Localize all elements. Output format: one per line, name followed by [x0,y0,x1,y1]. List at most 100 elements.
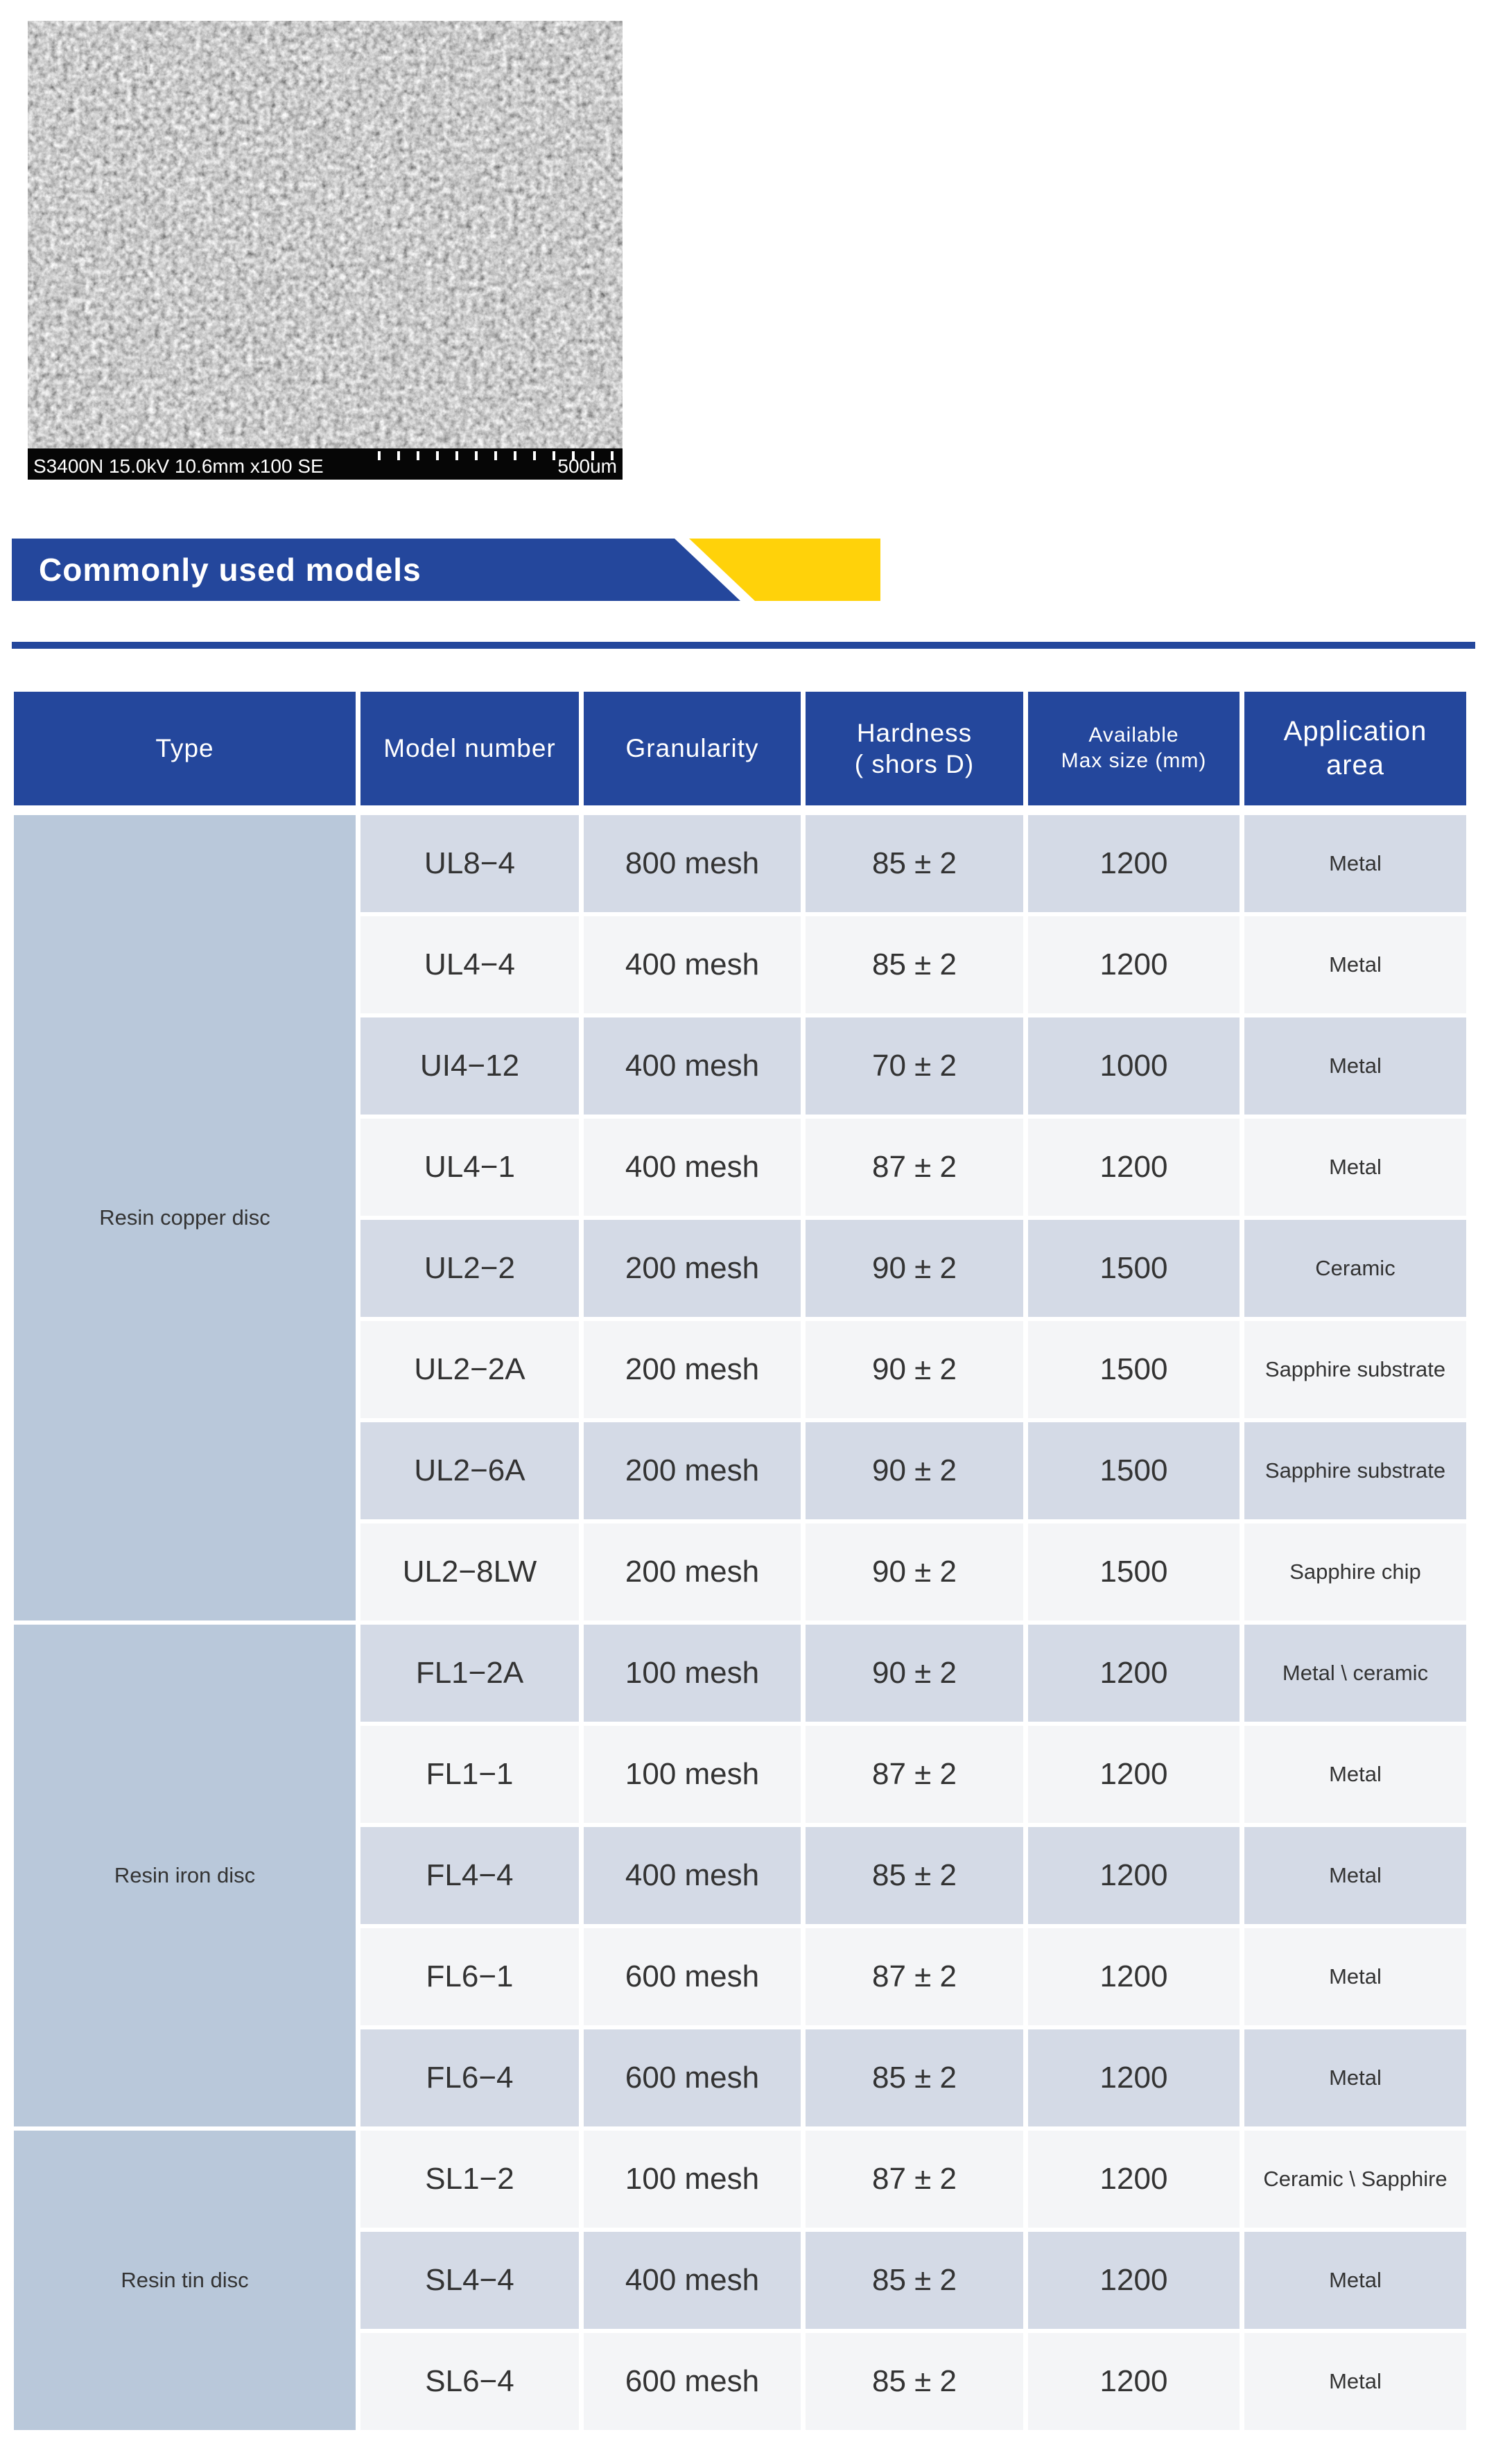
header-type-line1: Type [155,734,214,763]
cell-application: Sapphire substrate [1244,1321,1466,1418]
cell-hardness: 85 ± 2 [806,2333,1023,2430]
cell-application: Metal \ ceramic [1244,1625,1466,1722]
cell-hardness: 87 ± 2 [806,2131,1023,2228]
cell-granularity: 400 mesh [584,2232,801,2329]
cell-granularity: 100 mesh [584,1726,801,1823]
cell-application: Metal [1244,2232,1466,2329]
cell-hardness: 87 ± 2 [806,1119,1023,1216]
cell-model: UL2−8LW [360,1523,579,1620]
cell-hardness: 85 ± 2 [806,916,1023,1013]
header-available-line2: Max size (mm) [1061,749,1207,772]
cell-max-size: 1500 [1028,1321,1240,1418]
cell-granularity: 100 mesh [584,2131,801,2228]
sem-scale-ticks [378,451,614,460]
cell-max-size: 1500 [1028,1422,1240,1519]
section-banner [0,539,1487,601]
header-granularity: Granularity [584,692,801,805]
cell-max-size: 1200 [1028,916,1240,1013]
cell-application: Metal [1244,2333,1466,2430]
sem-info-bar [28,448,623,480]
cell-hardness: 70 ± 2 [806,1017,1023,1115]
cell-model: UL8−4 [360,815,579,912]
cell-granularity: 400 mesh [584,1119,801,1216]
cell-granularity: 400 mesh [584,1827,801,1924]
cell-max-size: 1200 [1028,1625,1240,1722]
header-hardness-line1: Hardness [856,718,973,747]
cell-application: Metal [1244,1928,1466,2025]
cell-granularity: 400 mesh [584,916,801,1013]
cell-granularity: 200 mesh [584,1220,801,1317]
cell-application: Metal [1244,2029,1466,2126]
header-available-line1: Available [1088,724,1179,747]
sem-micrograph-image: S3400N 15.0kV 10.6mm x100 SE 500um [28,21,623,480]
cell-granularity: 600 mesh [584,2333,801,2430]
header-application-line2: area [1325,750,1385,780]
header-application-area: Application area [1244,692,1466,805]
cell-model: SL6−4 [360,2333,579,2430]
cell-application: Sapphire chip [1244,1523,1466,1620]
cell-application: Sapphire substrate [1244,1422,1466,1519]
cell-model: UI4−12 [360,1017,579,1115]
header-available-max-size: Available Max size (mm) [1028,692,1240,805]
sem-status-text: S3400N 15.0kV 10.6mm x100 SE [33,455,324,477]
header-hardness: Hardness ( shors D) [806,692,1023,805]
cell-max-size: 1200 [1028,2232,1240,2329]
cell-max-size: 1200 [1028,815,1240,912]
sem-particle-texture [28,21,623,448]
cell-granularity: 400 mesh [584,1017,801,1115]
cell-granularity: 200 mesh [584,1523,801,1620]
cell-max-size: 1500 [1028,1523,1240,1620]
cell-hardness: 90 ± 2 [806,1321,1023,1418]
sem-micrograph: S3400N 15.0kV 10.6mm x100 SE 500um [28,21,623,480]
cell-max-size: 1200 [1028,1726,1240,1823]
table-header-row: Type Model number Granularity Hardness (… [14,692,1466,805]
header-granularity-line1: Granularity [625,734,759,763]
cell-model: UL4−1 [360,1119,579,1216]
cell-granularity: 200 mesh [584,1321,801,1418]
sem-scale-label: 500um [557,455,617,477]
cell-granularity: 200 mesh [584,1422,801,1519]
cell-model: UL2−2 [360,1220,579,1317]
cell-hardness: 90 ± 2 [806,1523,1023,1620]
cell-model: FL6−1 [360,1928,579,2025]
cell-application: Metal [1244,916,1466,1013]
cell-granularity: 100 mesh [584,1625,801,1722]
cell-model: UL2−6A [360,1422,579,1519]
cell-model: FL1−2A [360,1625,579,1722]
cell-model: FL4−4 [360,1827,579,1924]
cell-hardness: 90 ± 2 [806,1422,1023,1519]
models-table: Type Model number Granularity Hardness (… [14,692,1466,2430]
cell-application: Metal [1244,1827,1466,1924]
header-application-line1: Application [1283,716,1427,747]
cell-model: SL4−4 [360,2232,579,2329]
header-model-line1: Model number [383,734,556,763]
cell-hardness: 90 ± 2 [806,1625,1023,1722]
cell-model: UL4−4 [360,916,579,1013]
cell-hardness: 85 ± 2 [806,1827,1023,1924]
cell-model: FL6−4 [360,2029,579,2126]
cell-granularity: 800 mesh [584,815,801,912]
cell-application: Metal [1244,815,1466,912]
cell-model: UL2−2A [360,1321,579,1418]
cell-max-size: 1200 [1028,2131,1240,2228]
cell-granularity: 600 mesh [584,2029,801,2126]
cell-max-size: 1000 [1028,1017,1240,1115]
banner-yellow-shape [689,539,880,601]
banner-blue-shape [12,539,740,601]
cell-application: Metal [1244,1726,1466,1823]
cell-model: FL1−1 [360,1726,579,1823]
type-group-cell: Resin copper disc [14,815,356,1620]
cell-max-size: 1500 [1028,1220,1240,1317]
table-body: Resin copper disc UL8−4 800 mesh 85 ± 2 1200… [14,815,1466,2430]
cell-hardness: 85 ± 2 [806,2232,1023,2329]
cell-hardness: 87 ± 2 [806,1726,1023,1823]
section-title: Commonly used models [39,552,421,588]
cell-max-size: 1200 [1028,1119,1240,1216]
cell-application: Ceramic [1244,1220,1466,1317]
cell-application: Metal [1244,1119,1466,1216]
cell-max-size: 1200 [1028,1928,1240,2025]
cell-hardness: 90 ± 2 [806,1220,1023,1317]
cell-granularity: 600 mesh [584,1928,801,2025]
header-model-number: Model number [360,692,579,805]
cell-max-size: 1200 [1028,1827,1240,1924]
